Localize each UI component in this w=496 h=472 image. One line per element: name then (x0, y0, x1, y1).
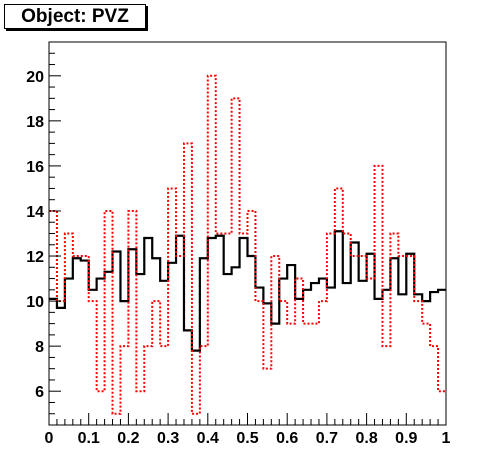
y-tick-label: 12 (26, 249, 44, 266)
x-tick-label: 0.9 (395, 430, 417, 447)
plot-title-box: Object: PVZ (4, 4, 146, 29)
histogram-series-2 (49, 74, 446, 415)
y-tick-label: 16 (26, 159, 44, 176)
x-tick-label: 0.5 (236, 430, 258, 447)
y-tick-label: 18 (26, 114, 44, 131)
histogram-series-1 (49, 230, 446, 352)
y-tick-label: 14 (26, 204, 44, 221)
x-tick-label: 0.1 (78, 430, 100, 447)
x-tick-label: 0.3 (157, 430, 179, 447)
y-tick-label: 6 (35, 384, 44, 401)
x-tick-label: 0.4 (197, 430, 219, 447)
plot-title: Object: PVZ (21, 5, 129, 27)
y-tick-label: 20 (26, 69, 44, 86)
x-tick-label: 0.7 (316, 430, 338, 447)
x-tick-label: 0.8 (355, 430, 377, 447)
x-tick-label: 0.2 (117, 430, 139, 447)
x-tick-label: 0.6 (276, 430, 298, 447)
x-tick-label: 1 (442, 430, 451, 447)
x-tick-label: 0 (45, 430, 54, 447)
y-tick-label: 8 (35, 339, 44, 356)
y-tick-label: 10 (26, 294, 44, 311)
